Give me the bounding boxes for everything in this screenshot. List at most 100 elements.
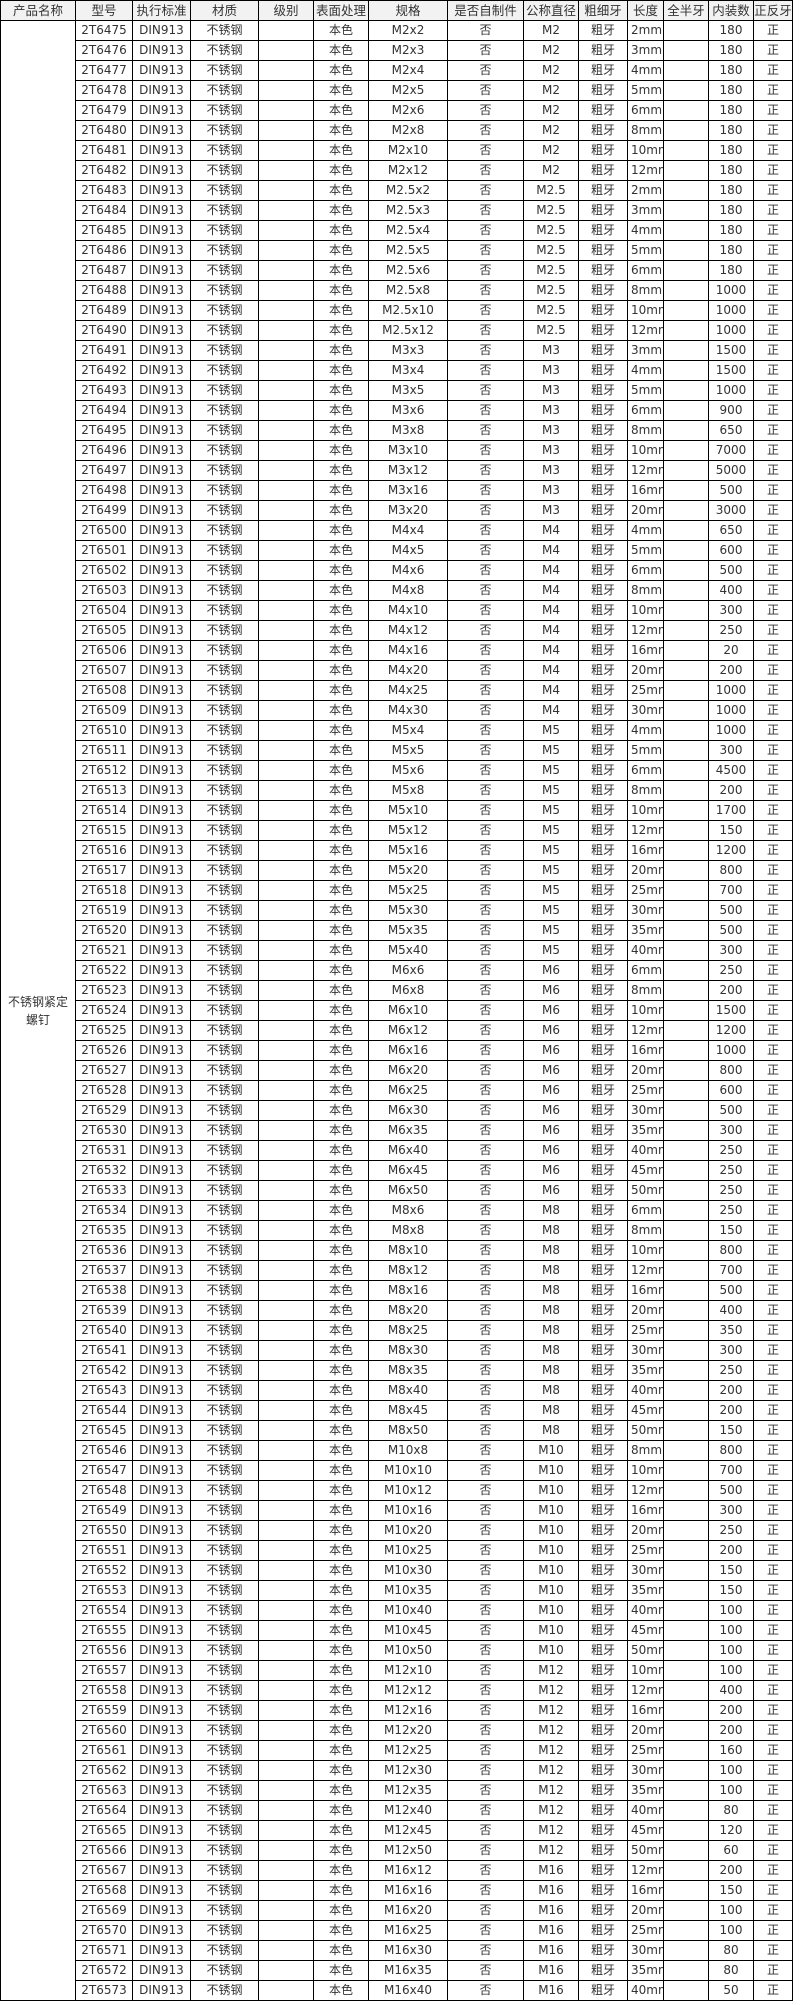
cell-self-made: 否 [447, 1440, 524, 1461]
cell-self-made: 否 [447, 180, 524, 201]
cell-length: 6mm [627, 1200, 664, 1221]
cell-nominal-diameter: M4 [523, 580, 579, 601]
cell-nominal-diameter: M6 [523, 980, 579, 1001]
cell-length: 5mm [627, 380, 664, 401]
cell-length: 50mm [627, 1420, 664, 1441]
cell-standard: DIN913 [132, 860, 191, 881]
cell-pack-quantity: 150 [708, 1580, 754, 1601]
cell-full-half-thread [663, 1440, 709, 1461]
cell-nominal-diameter: M4 [523, 560, 579, 581]
cell-grade [258, 1460, 314, 1481]
cell-self-made: 否 [447, 880, 524, 901]
cell-standard: DIN913 [132, 1760, 191, 1781]
cell-length: 30mm [627, 900, 664, 921]
cell-model: 2T6555 [75, 1620, 133, 1641]
cell-thread-pitch: 粗牙 [578, 540, 628, 561]
cell-full-half-thread [663, 720, 709, 741]
cell-pack-quantity: 4500 [708, 760, 754, 781]
cell-nominal-diameter: M16 [523, 1980, 579, 2001]
cell-surface-treatment: 本色 [313, 1720, 369, 1741]
cell-model: 2T6544 [75, 1400, 133, 1421]
cell-thread-pitch: 粗牙 [578, 1420, 628, 1441]
cell-standard: DIN913 [132, 1900, 191, 1921]
cell-material: 不锈钢 [190, 660, 259, 681]
cell-self-made: 否 [447, 1500, 524, 1521]
cell-model: 2T6561 [75, 1740, 133, 1761]
cell-thread-direction: 正 [753, 560, 793, 581]
cell-length: 50mm [627, 1840, 664, 1861]
cell-thread-direction: 正 [753, 800, 793, 821]
cell-self-made: 否 [447, 1840, 524, 1861]
cell-grade [258, 520, 314, 541]
cell-length: 10mm [627, 1660, 664, 1681]
cell-nominal-diameter: M10 [523, 1480, 579, 1501]
cell-self-made: 否 [447, 600, 524, 621]
cell-spec: M10x30 [368, 1560, 448, 1581]
cell-model: 2T6548 [75, 1480, 133, 1501]
table-row: 2T6488 DIN913 不锈钢 本色 M2.5x8 否 M2.5 粗牙 8mm 1000 正 [1, 280, 793, 301]
cell-material: 不锈钢 [190, 860, 259, 881]
cell-thread-pitch: 粗牙 [578, 1760, 628, 1781]
cell-self-made: 否 [447, 1640, 524, 1661]
cell-surface-treatment: 本色 [313, 1520, 369, 1541]
cell-surface-treatment: 本色 [313, 1780, 369, 1801]
cell-standard: DIN913 [132, 1140, 191, 1161]
cell-self-made: 否 [447, 500, 524, 521]
cell-standard: DIN913 [132, 220, 191, 241]
cell-nominal-diameter: M10 [523, 1600, 579, 1621]
cell-thread-direction: 正 [753, 1080, 793, 1101]
cell-surface-treatment: 本色 [313, 300, 369, 321]
cell-model: 2T6492 [75, 360, 133, 381]
cell-spec: M3x8 [368, 420, 448, 441]
cell-length: 6mm [627, 100, 664, 121]
cell-grade [258, 1920, 314, 1941]
cell-nominal-diameter: M12 [523, 1820, 579, 1841]
cell-length: 20mm [627, 1060, 664, 1081]
cell-thread-direction: 正 [753, 1540, 793, 1561]
cell-thread-direction: 正 [753, 1260, 793, 1281]
cell-thread-pitch: 粗牙 [578, 1460, 628, 1481]
cell-model: 2T6531 [75, 1140, 133, 1161]
cell-standard: DIN913 [132, 1780, 191, 1801]
cell-full-half-thread [663, 920, 709, 941]
cell-length: 16mm [627, 1700, 664, 1721]
cell-material: 不锈钢 [190, 1160, 259, 1181]
cell-spec: M3x3 [368, 340, 448, 361]
cell-standard: DIN913 [132, 1400, 191, 1421]
cell-nominal-diameter: M10 [523, 1640, 579, 1661]
cell-surface-treatment: 本色 [313, 880, 369, 901]
cell-nominal-diameter: M4 [523, 640, 579, 661]
cell-standard: DIN913 [132, 780, 191, 801]
cell-grade [258, 860, 314, 881]
cell-standard: DIN913 [132, 420, 191, 441]
table-row: 2T6511 DIN913 不锈钢 本色 M5x5 否 M5 粗牙 5mm 300 正 [1, 740, 793, 761]
cell-thread-pitch: 粗牙 [578, 940, 628, 961]
cell-standard: DIN913 [132, 120, 191, 141]
cell-thread-direction: 正 [753, 1360, 793, 1381]
cell-surface-treatment: 本色 [313, 1760, 369, 1781]
cell-surface-treatment: 本色 [313, 1860, 369, 1881]
cell-nominal-diameter: M12 [523, 1780, 579, 1801]
cell-pack-quantity: 80 [708, 1960, 754, 1981]
cell-model: 2T6499 [75, 500, 133, 521]
cell-nominal-diameter: M8 [523, 1420, 579, 1441]
cell-grade [258, 1140, 314, 1161]
cell-grade [258, 180, 314, 201]
cell-nominal-diameter: M12 [523, 1760, 579, 1781]
cell-material: 不锈钢 [190, 1780, 259, 1801]
cell-model: 2T6540 [75, 1320, 133, 1341]
cell-spec: M12x16 [368, 1700, 448, 1721]
cell-pack-quantity: 800 [708, 860, 754, 881]
cell-nominal-diameter: M10 [523, 1500, 579, 1521]
cell-grade [258, 1500, 314, 1521]
cell-thread-pitch: 粗牙 [578, 980, 628, 1001]
cell-self-made: 否 [447, 1460, 524, 1481]
cell-full-half-thread [663, 480, 709, 501]
cell-spec: M6x8 [368, 980, 448, 1001]
cell-standard: DIN913 [132, 1420, 191, 1441]
cell-nominal-diameter: M8 [523, 1320, 579, 1341]
cell-self-made: 否 [447, 1680, 524, 1701]
